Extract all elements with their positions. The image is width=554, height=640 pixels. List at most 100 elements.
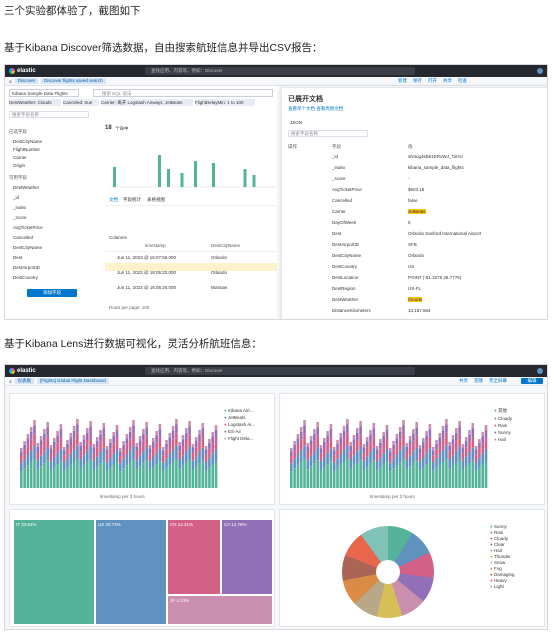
stack-segment[interactable] — [352, 439, 356, 446]
stack-segment[interactable] — [82, 435, 86, 440]
flyout-subtitle[interactable]: 查看单个文档 查看周围文档 — [288, 106, 344, 111]
stack-segment[interactable] — [369, 434, 372, 442]
stack-segment[interactable] — [296, 438, 300, 445]
stack-segment[interactable] — [408, 446, 412, 456]
stack-segment[interactable] — [379, 442, 382, 449]
stack-segment[interactable] — [194, 466, 198, 488]
stack-segment[interactable] — [26, 434, 30, 439]
stack-segment[interactable] — [392, 468, 395, 488]
stack-segment[interactable] — [356, 462, 359, 488]
stack-segment[interactable] — [66, 440, 69, 444]
stack-segment[interactable] — [99, 452, 102, 464]
stack-segment[interactable] — [369, 430, 372, 435]
stack-segment[interactable] — [53, 442, 56, 448]
stack-segment[interactable] — [148, 453, 152, 462]
stack-segment[interactable] — [72, 426, 76, 431]
stack-segment[interactable] — [109, 467, 112, 488]
rows-per-page[interactable]: Rows per page: 100 — [109, 305, 150, 310]
stack-segment[interactable] — [69, 453, 73, 465]
legend-item[interactable]: ● Flight Dela... — [224, 436, 254, 441]
stack-segment[interactable] — [422, 457, 425, 467]
stack-segment[interactable] — [372, 447, 376, 461]
stack-segment[interactable] — [425, 464, 428, 488]
breadcrumb-page[interactable]: [Flights] Global Flight Dashboard — [37, 378, 109, 384]
stack-segment[interactable] — [198, 452, 201, 464]
save-link[interactable]: 保存 — [413, 78, 422, 83]
stack-segment[interactable] — [398, 462, 402, 488]
stack-segment[interactable] — [102, 460, 106, 488]
stack-segment[interactable] — [471, 423, 475, 429]
stack-segment[interactable] — [79, 442, 82, 446]
stack-segment[interactable] — [158, 461, 162, 488]
stack-segment[interactable] — [415, 460, 418, 488]
stack-segment[interactable] — [296, 454, 300, 466]
legend-item[interactable]: ● Cloudy — [494, 416, 512, 421]
stack-segment[interactable] — [102, 428, 106, 436]
stack-segment[interactable] — [438, 437, 442, 444]
stack-segment[interactable] — [329, 429, 333, 437]
global-search-input[interactable]: 查找应用、内容等。例如：Discover — [145, 67, 415, 75]
stack-segment[interactable] — [379, 439, 382, 443]
stack-segment[interactable] — [323, 442, 326, 448]
legend-item[interactable]: ● Snow — [490, 560, 506, 565]
stack-segment[interactable] — [29, 439, 33, 451]
stack-segment[interactable] — [408, 440, 412, 447]
stack-segment[interactable] — [112, 443, 115, 454]
field-item[interactable]: DestAirportID — [13, 265, 41, 270]
fullscreen-link[interactable]: 完全屏幕 — [489, 378, 507, 383]
stack-segment[interactable] — [86, 428, 89, 433]
stack-segment[interactable] — [29, 450, 33, 463]
stack-segment[interactable] — [109, 442, 112, 449]
stack-segment[interactable] — [175, 424, 178, 433]
stack-segment[interactable] — [175, 432, 178, 446]
stack-segment[interactable] — [379, 448, 382, 458]
stack-segment[interactable] — [158, 436, 162, 449]
stack-segment[interactable] — [474, 470, 478, 488]
stack-segment[interactable] — [46, 447, 49, 461]
stack-segment[interactable] — [86, 462, 89, 488]
treemap-cell[interactable]: JP 4.13% — [168, 596, 272, 624]
stack-segment[interactable] — [194, 447, 198, 457]
stack-segment[interactable] — [39, 466, 43, 488]
stack-segment[interactable] — [56, 452, 59, 465]
stack-segment[interactable] — [86, 440, 89, 451]
stack-segment[interactable] — [43, 451, 46, 464]
stack-segment[interactable] — [92, 452, 96, 461]
stack-segment[interactable] — [119, 456, 122, 464]
stack-segment[interactable] — [329, 448, 333, 462]
stack-segment[interactable] — [468, 434, 471, 442]
stack-segment[interactable] — [346, 432, 349, 446]
stack-segment[interactable] — [115, 425, 119, 431]
legend-item[interactable]: ● Clear — [490, 542, 505, 547]
stack-segment[interactable] — [326, 452, 329, 465]
stack-segment[interactable] — [175, 459, 178, 488]
stack-segment[interactable] — [372, 428, 376, 436]
stack-segment[interactable] — [62, 450, 66, 456]
stack-segment[interactable] — [309, 446, 313, 456]
stack-segment[interactable] — [425, 452, 428, 465]
stack-segment[interactable] — [49, 453, 53, 462]
stack-segment[interactable] — [392, 441, 395, 445]
field-item[interactable]: DestCityName — [13, 245, 43, 250]
stack-segment[interactable] — [352, 445, 356, 456]
stack-segment[interactable] — [43, 433, 46, 441]
avatar[interactable] — [537, 68, 543, 74]
add-field-button[interactable]: 添加字段 — [27, 289, 77, 297]
stack-segment[interactable] — [319, 445, 323, 449]
stack-segment[interactable] — [293, 458, 296, 469]
stack-segment[interactable] — [72, 438, 76, 450]
stack-segment[interactable] — [481, 464, 484, 488]
stack-segment[interactable] — [323, 457, 326, 467]
stack-segment[interactable] — [39, 440, 43, 447]
stack-segment[interactable] — [148, 461, 152, 470]
stack-segment[interactable] — [309, 466, 313, 488]
stack-segment[interactable] — [365, 466, 369, 488]
stack-segment[interactable] — [158, 448, 162, 462]
share-link[interactable]: 共享 — [443, 78, 452, 83]
stack-segment[interactable] — [290, 471, 293, 488]
stack-segment[interactable] — [484, 461, 488, 488]
stack-segment[interactable] — [92, 460, 96, 470]
stack-segment[interactable] — [89, 434, 92, 447]
stack-segment[interactable] — [299, 427, 303, 432]
stack-segment[interactable] — [23, 450, 26, 459]
